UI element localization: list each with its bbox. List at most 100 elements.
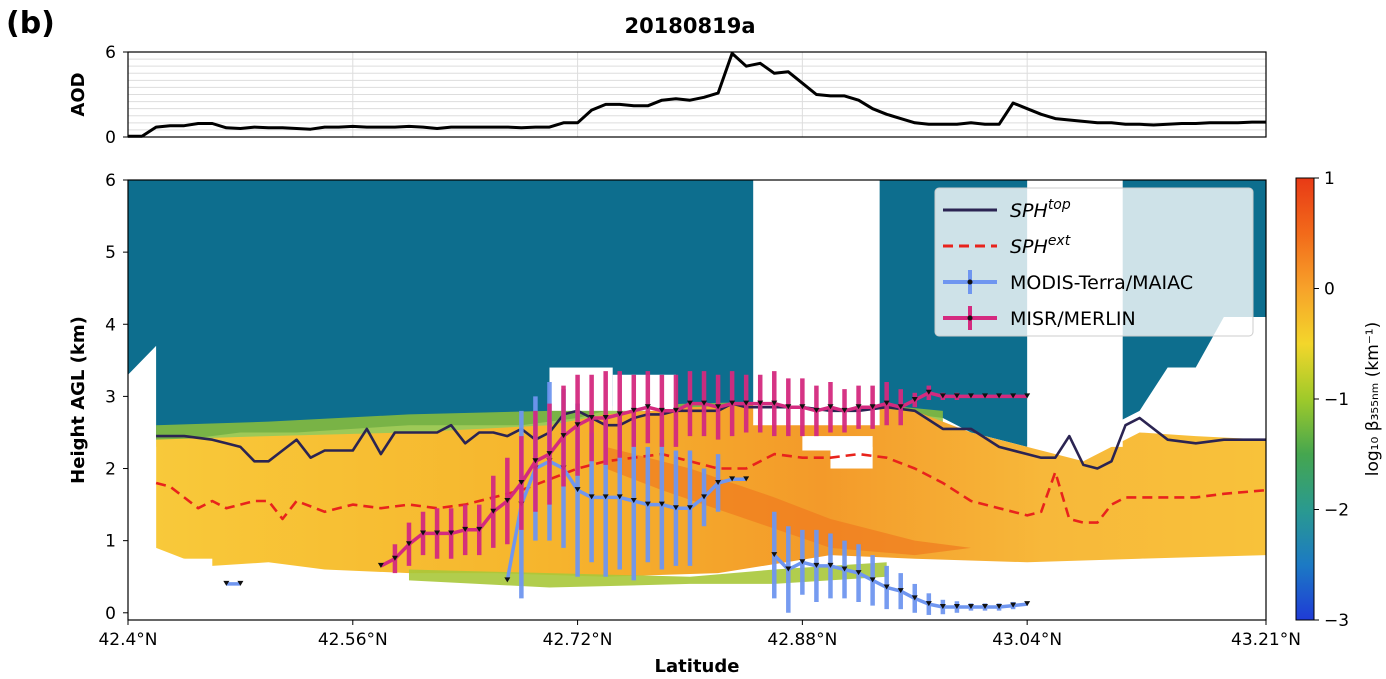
misr-merlin-marker (630, 407, 637, 413)
modis-terra-maiac-marker (897, 588, 904, 594)
misr-merlin-marker (799, 404, 806, 410)
modis-terra-maiac-marker (813, 562, 820, 568)
misr-merlin-marker (757, 400, 764, 406)
misr-merlin-marker (672, 407, 679, 413)
xtick-label: 42.56°N (318, 630, 388, 650)
misr-merlin-marker (925, 389, 932, 395)
colorbar-label: log₁₀ β₃₅₅ₙₘ (km⁻¹) (1363, 322, 1383, 476)
missing-data-gap (612, 374, 676, 411)
modis-terra-maiac-marker (602, 494, 609, 500)
misr-merlin-marker (686, 400, 693, 406)
colorbar-tick-label: −2 (1324, 501, 1349, 521)
legend-label-sup: top (1048, 197, 1071, 213)
modis-terra-maiac-marker (644, 501, 651, 507)
misr-merlin-marker (574, 422, 581, 428)
legend-box (934, 187, 1254, 337)
aod-plot (128, 51, 1266, 138)
ytick-label: 3 (105, 387, 116, 407)
panel-label: (b) (6, 6, 55, 41)
ytick-label: 1 (105, 532, 116, 552)
legend-label-sup: ext (1048, 233, 1071, 249)
xtick-label: 43.21°N (1231, 630, 1301, 650)
legend-swatch-marker (967, 279, 973, 285)
aod-ytick-label: 6 (105, 43, 116, 63)
misr-merlin-marker (560, 433, 567, 439)
legend-label: MISR/MERLIN (1010, 308, 1136, 330)
legend: SPHtop SPHext MODIS-Terra/MAIAC MISR/MERLIN (934, 187, 1254, 337)
aod-axes: 0 6 AOD (68, 43, 1267, 148)
misr-merlin-marker (967, 393, 974, 399)
modis-terra-maiac-marker (785, 566, 792, 572)
ytick-label: 4 (105, 315, 116, 335)
legend-label: SPHext (1010, 233, 1071, 258)
misr-merlin-marker (504, 497, 511, 503)
layer-base (408, 562, 887, 588)
misr-merlin-marker (476, 526, 483, 532)
aod-ytick-label: 0 (105, 128, 116, 148)
colorbar-ramp (1295, 177, 1315, 621)
modis-terra-maiac-marker (953, 604, 960, 610)
misr-merlin-marker (911, 397, 918, 402)
colorbar-tick-label: 1 (1324, 169, 1335, 189)
misr-merlin-marker (897, 404, 904, 410)
modis-terra-maiac-marker (982, 604, 989, 610)
modis-terra-maiac-marker (574, 487, 581, 493)
xtick-label: 42.4°N (98, 630, 157, 650)
modis-terra-maiac-marker (869, 577, 876, 583)
chart-title: 20180819a (624, 14, 756, 38)
misr-merlin-marker (827, 404, 834, 410)
misr-merlin-marker (869, 404, 876, 410)
misr-merlin-marker (532, 458, 539, 464)
legend-swatch-marker (967, 315, 973, 321)
misr-merlin-marker (405, 541, 412, 547)
modis-terra-maiac-marker (911, 595, 918, 601)
modis-terra-maiac-marker (996, 604, 1003, 610)
misr-merlin-marker (462, 526, 469, 532)
aod-ylabel: AOD (68, 72, 89, 116)
misr-merlin-marker (1010, 393, 1017, 399)
profile-series (155, 371, 1266, 615)
xtick-label: 42.88°N (767, 630, 837, 650)
ytick-label: 5 (105, 243, 116, 263)
colorbar-tick-label: 0 (1324, 280, 1335, 300)
aod-line (128, 51, 1266, 138)
main-frame (127, 179, 1267, 621)
modis-terra-maiac-marker (939, 604, 946, 610)
misr-merlin-marker (701, 400, 708, 406)
modis-terra-maiac-marker (701, 494, 708, 500)
modis-terra-maiac-marker (799, 559, 806, 565)
modis-terra-maiac-marker (630, 497, 637, 503)
misr-merlin-marker (420, 530, 427, 536)
xtick-label: 43.04°N (992, 630, 1062, 650)
colorbar: 1 0 −1 −2 −3 log₁₀ β₃₅₅ₙₘ (km⁻¹) (1295, 169, 1383, 631)
modis-terra-maiac-marker (729, 476, 736, 482)
modis-terra-maiac-marker (883, 584, 890, 590)
modis-terra-maiac-marker (841, 566, 848, 572)
plume-core (605, 446, 971, 556)
misr-merlin-marker (939, 393, 946, 399)
misr-merlin-marker (996, 393, 1003, 399)
modis-terra-maiac-marker (616, 494, 623, 500)
modis-terra-maiac-marker (743, 476, 750, 482)
ylabel: Height AGL (km) (68, 316, 89, 484)
misr-merlin-marker (490, 508, 497, 514)
misr-merlin-marker (546, 451, 553, 457)
legend-label: MODIS-Terra/MAIAC (1010, 272, 1193, 294)
modis-terra-maiac-marker (1024, 601, 1031, 607)
misr-merlin-marker (658, 407, 665, 413)
misr-merlin-marker (982, 393, 989, 399)
sph-top-line (156, 402, 1266, 470)
missing-data-gap (830, 446, 873, 469)
ytick-label: 0 (105, 604, 116, 624)
legend-label: SPHtop (1010, 197, 1071, 222)
modis-terra-maiac-marker (967, 604, 974, 610)
xlabel: Latitude (655, 656, 740, 677)
missing-data-gap (128, 439, 157, 620)
missing-data-gap (549, 367, 613, 411)
modis-terra-maiac-marker (1010, 602, 1017, 608)
misr-merlin-marker (785, 404, 792, 410)
modis-terra-maiac-marker (223, 580, 230, 586)
modis-terra-maiac-marker (588, 494, 595, 500)
misr-merlin-marker (588, 415, 595, 421)
